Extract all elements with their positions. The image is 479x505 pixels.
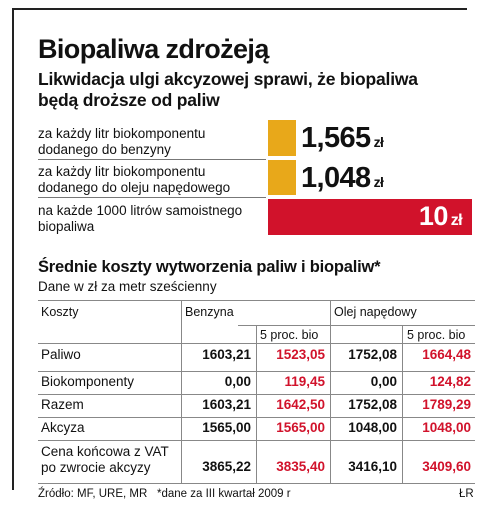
table-cell: 1565,00 xyxy=(202,420,251,435)
footnote: *dane za III kwartał 2009 r xyxy=(157,488,291,500)
col-rule xyxy=(256,325,257,483)
bar-diesel xyxy=(268,160,296,195)
table-top-rule xyxy=(38,300,475,301)
bar-value-petrol: 1,565 zł xyxy=(301,122,384,154)
top-rule xyxy=(12,8,467,10)
bar-petrol xyxy=(268,120,296,156)
bar-label-diesel: za każdy litr biokomponentu dodanego do … xyxy=(38,164,231,195)
bar-label-biofuel: na każde 1000 litrów samoistnego biopali… xyxy=(38,203,243,234)
table-cell: 1048,00 xyxy=(422,420,471,435)
table-bottom-rule xyxy=(38,483,475,484)
bar-label-underline xyxy=(38,159,266,160)
bar-biofuel xyxy=(268,199,472,235)
infographic-title: Biopaliwa zdrożeją xyxy=(38,34,269,64)
table-row-label: Paliwo xyxy=(41,347,81,362)
left-rule xyxy=(12,8,14,490)
table-row-label: Akcyza xyxy=(41,420,85,435)
col-rule xyxy=(181,300,182,483)
bar-value-diesel: 1,048 zł xyxy=(301,162,384,194)
bar-label-petrol: za każdy litr biokomponentu dodanego do … xyxy=(38,126,206,157)
table-cell: 1664,48 xyxy=(422,347,471,362)
table-row-label: Cena końcowa z VAT po zwrocie akcyzy xyxy=(41,444,169,475)
table-cell: 1752,08 xyxy=(348,397,397,412)
table-cell: 124,82 xyxy=(429,374,471,389)
table-subtitle: Dane w zł za metr sześcienny xyxy=(38,279,217,294)
table-cell: 0,00 xyxy=(370,374,397,389)
table-cell: 0,00 xyxy=(224,374,251,389)
header-petrol-bio: 5 proc. bio xyxy=(260,328,319,342)
table-row-label: Biokomponenty xyxy=(41,374,135,389)
table-cell: 1523,05 xyxy=(276,347,325,362)
infographic-subtitle: Likwidacja ulgi akcyzowej sprawi, że bio… xyxy=(38,69,418,110)
table-cell: 1752,08 xyxy=(348,347,397,362)
header-petrol: Benzyna xyxy=(185,305,234,319)
table-cell: 1565,00 xyxy=(276,420,325,435)
header-diesel-bio: 5 proc. bio xyxy=(407,328,466,342)
table-cell: 1048,00 xyxy=(348,420,397,435)
table-cell: 3835,40 xyxy=(276,459,325,474)
col-rule xyxy=(402,325,403,483)
table-title: Średnie koszty wytworzenia paliw i biopa… xyxy=(38,258,381,276)
table-cell: 119,45 xyxy=(284,374,325,389)
table-cell: 3409,60 xyxy=(422,459,471,474)
source-note: Źródło: MF, URE, MR xyxy=(38,488,148,500)
author-initials: ŁR xyxy=(459,488,474,500)
table-cell: 3416,10 xyxy=(348,459,397,474)
bar-value-biofuel: 10 zł xyxy=(418,201,463,231)
header-diesel: Olej napędowy xyxy=(334,305,417,319)
col-rule xyxy=(330,300,331,483)
table-cell: 3865,22 xyxy=(202,459,251,474)
header-costs: Koszty xyxy=(41,305,79,319)
table-cell: 1603,21 xyxy=(202,347,251,362)
table-cell: 1642,50 xyxy=(276,397,325,412)
table-row-label: Razem xyxy=(41,397,84,412)
table-cell: 1603,21 xyxy=(202,397,251,412)
table-subheader-rule xyxy=(238,325,475,326)
table-cell: 1789,29 xyxy=(422,397,471,412)
bar-label-underline xyxy=(38,197,266,198)
